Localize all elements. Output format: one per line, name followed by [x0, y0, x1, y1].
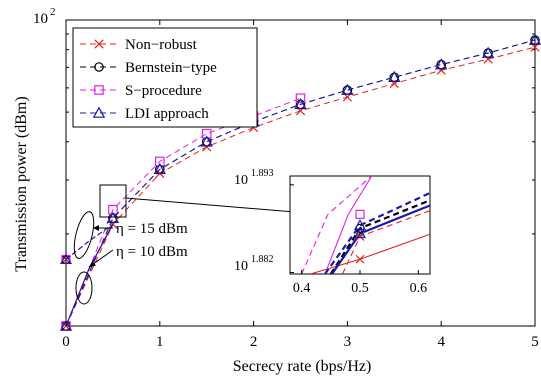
legend-marker-x — [94, 39, 104, 49]
svg-text:10: 10 — [234, 259, 248, 274]
data-point-triangle — [153, 162, 167, 175]
data-point-square — [201, 128, 212, 139]
x-tick-label: 5 — [531, 334, 539, 350]
eta15-ellipse — [73, 211, 95, 259]
x-tick-label: 0 — [62, 334, 70, 350]
data-point-triangle — [481, 46, 495, 58]
data-point-triangle — [106, 211, 120, 224]
x-tick-label: 4 — [437, 334, 445, 350]
legend-label: Non−robust — [125, 37, 198, 53]
eta10-ellipse — [75, 271, 93, 305]
eta15-line — [65, 223, 114, 260]
inset-x-tick-label: 0.4 — [293, 281, 311, 296]
data-point-square — [155, 156, 165, 167]
svg-text:1.882: 1.882 — [251, 254, 274, 265]
data-point-triangle — [388, 70, 401, 83]
series-square — [61, 93, 306, 331]
eta15-curves — [59, 223, 114, 265]
data-point-triangle — [528, 33, 541, 45]
data-point-triangle — [59, 319, 73, 331]
svg-text:10: 10 — [234, 173, 248, 188]
eta10-curves — [65, 224, 114, 327]
svg-text:2: 2 — [50, 6, 56, 18]
legend-marker-square — [94, 85, 104, 95]
inset-y-label-bottom: 10 1.882 — [234, 254, 274, 274]
legend-item: Non−robust — [80, 37, 198, 53]
legend: Non−robust Bernstein−type S−procedure LDI a… — [72, 27, 258, 128]
eta10-line — [65, 224, 114, 327]
x-tick-label: 2 — [250, 334, 258, 350]
data-point-triangle — [434, 58, 448, 70]
legend-label: S−procedure — [125, 83, 202, 99]
series-line — [65, 39, 536, 327]
eta-annotations: η = 15 dBm η = 10 dBm — [73, 211, 188, 305]
eta15-label: η = 15 dBm — [116, 221, 188, 237]
data-point-triangle — [341, 83, 354, 95]
data-point-square — [295, 93, 306, 104]
eta10-label: η = 10 dBm — [116, 244, 188, 260]
inset-marker-triangle — [353, 219, 367, 230]
inset-x-tick-label: 0.5 — [351, 281, 369, 296]
data-point-triangle — [294, 97, 307, 110]
axes-frame — [65, 19, 536, 327]
svg-text:1.893: 1.893 — [251, 168, 274, 179]
x-tick-labels: 0 1 2 3 4 5 — [62, 20, 539, 350]
inset-marker-square — [355, 209, 365, 219]
inset-x-tick-label: 0.6 — [410, 281, 428, 296]
y-top-tick-label: 10 2 — [33, 6, 56, 27]
legend-item: S−procedure — [80, 83, 202, 99]
data-point-triangle — [200, 135, 213, 147]
inset-line — [301, 176, 373, 274]
series-triangle — [59, 33, 541, 331]
inset: 10 1.893 10 1.882 0.4 0.5 0.6 — [234, 168, 431, 296]
data-point-x — [202, 142, 212, 152]
y-axis-label: Transmission power (dBm) — [13, 96, 30, 271]
legend-label: LDI approach — [125, 106, 209, 122]
inset-curves — [301, 176, 430, 274]
legend-label: Bernstein−type — [125, 60, 217, 76]
inset-marker-x — [355, 254, 365, 264]
x-tick-label: 3 — [344, 334, 352, 350]
x-tick-label: 1 — [156, 334, 164, 350]
x-axis-label: Secrecy rate (bps/Hz) — [233, 358, 372, 375]
legend-marker-circle — [94, 62, 104, 72]
eta15-marker — [59, 253, 73, 265]
inset-line — [331, 204, 430, 274]
inset-marker-triangle — [353, 227, 367, 239]
inset-line — [324, 176, 373, 274]
legend-marker-triangle — [92, 106, 106, 118]
legend-item: Bernstein−type — [80, 60, 217, 76]
zoom-box — [99, 184, 127, 218]
inset-y-label-top: 10 1.893 — [234, 168, 274, 188]
svg-text:10: 10 — [33, 11, 48, 27]
series-line — [65, 97, 301, 327]
legend-item: LDI approach — [80, 106, 209, 122]
plot-area — [59, 19, 541, 331]
inset-line — [324, 191, 430, 274]
